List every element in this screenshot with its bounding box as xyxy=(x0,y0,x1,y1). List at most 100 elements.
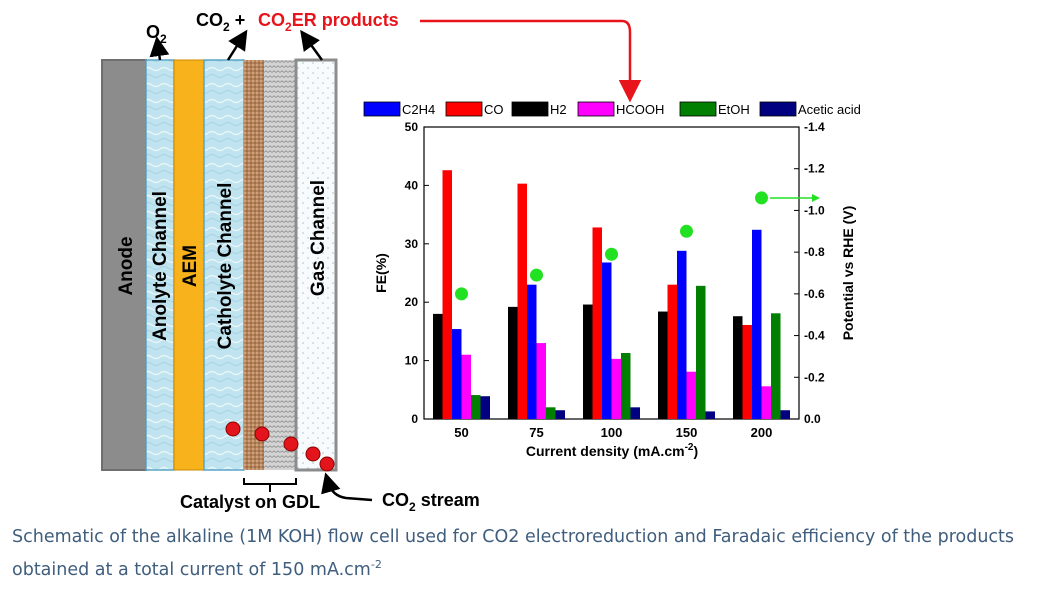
caption-sup: -2 xyxy=(370,558,382,571)
bar-hcooh xyxy=(461,354,471,419)
potential-axis-arrowhead xyxy=(812,194,820,202)
bar-acetic-acid xyxy=(705,411,715,419)
co2-stream-label: CO2 stream xyxy=(382,490,480,514)
gas-channel-label: Gas Channel xyxy=(308,180,329,296)
aem-layer xyxy=(173,59,205,471)
y2-tick-label: -0.6 xyxy=(804,287,825,301)
legend-swatch xyxy=(679,101,717,117)
aem-label: AEM xyxy=(180,245,201,287)
y2-tick-label: -1.2 xyxy=(804,162,825,176)
co2-label: CO2 + xyxy=(196,10,245,34)
bar-c2h4 xyxy=(452,329,462,419)
co2-bubble xyxy=(305,446,321,462)
potential-point xyxy=(455,287,468,301)
bar-etoh xyxy=(546,407,556,419)
products-arrow-left xyxy=(300,29,324,61)
y-tick-label: 10 xyxy=(405,354,419,368)
bar-etoh xyxy=(471,395,481,419)
y-tick-label: 30 xyxy=(405,237,419,251)
legend-swatch xyxy=(577,101,615,117)
y2-tick-label: -0.2 xyxy=(804,370,825,384)
bar-hcooh xyxy=(536,343,546,419)
co2-bubble xyxy=(283,436,299,452)
flow-cell-schematic: Anode Anolyte Channel AEM Catholyte Chan… xyxy=(101,10,642,514)
y-tick-label: 40 xyxy=(405,178,419,192)
bar-c2h4 xyxy=(752,229,762,419)
fe-bar-chart: 0 10 20 30 40 50 0.0 -0.2 -0.4 -0.6 -0.8 -1.0 -1.2 -… xyxy=(363,101,861,459)
bar-co xyxy=(442,170,452,419)
y-tick-label: 20 xyxy=(405,295,419,309)
bar-etoh xyxy=(771,313,781,419)
legend-swatch xyxy=(511,101,549,117)
bar-c2h4 xyxy=(527,284,537,419)
y2-tick-label: -0.4 xyxy=(804,329,825,343)
co2-stream-arrow xyxy=(321,472,373,502)
anode-label: Anode xyxy=(116,236,137,295)
o2-label: O2 xyxy=(146,22,167,46)
figure-canvas: Anode Anolyte Channel AEM Catholyte Chan… xyxy=(101,10,861,514)
bar-h2 xyxy=(583,304,593,419)
co2-bubble xyxy=(254,426,270,442)
y-tick-label: 50 xyxy=(405,120,419,134)
bar-c2h4 xyxy=(677,250,687,419)
bar-co xyxy=(592,227,602,419)
bar-h2 xyxy=(508,306,518,419)
products-arrow-red xyxy=(420,19,642,103)
o2-arrow xyxy=(149,36,170,61)
legend-label: CO xyxy=(484,102,504,117)
bar-co xyxy=(517,183,527,419)
bar-hcooh xyxy=(611,358,621,419)
co2-bubble xyxy=(225,421,241,437)
bar-etoh xyxy=(621,353,631,419)
potential-point xyxy=(605,247,618,261)
bar-acetic-acid xyxy=(555,410,565,419)
bar-h2 xyxy=(733,316,743,419)
legend-label: HCOOH xyxy=(616,102,664,117)
gdl-layer xyxy=(264,60,296,470)
bar-c2h4 xyxy=(602,262,612,419)
bar-acetic-acid xyxy=(480,396,490,419)
gas-channel-layer xyxy=(294,58,338,472)
catalyst-label: Catalyst on GDL xyxy=(180,492,320,512)
bar-acetic-acid xyxy=(780,410,790,419)
legend-swatch xyxy=(363,101,401,117)
anolyte-channel-label: Anolyte Channel xyxy=(150,191,171,341)
caption-text: Schematic of the alkaline (1M KOH) flow … xyxy=(12,527,1015,580)
legend-swatch xyxy=(759,101,797,117)
potential-point xyxy=(755,191,768,205)
co2-arrow xyxy=(226,29,248,61)
x-tick-label: 100 xyxy=(601,425,623,440)
catholyte-channel-label: Catholyte Channel xyxy=(215,183,236,350)
catalyst-layer xyxy=(244,60,264,470)
bar-h2 xyxy=(658,311,668,419)
y2-tick-label: -0.8 xyxy=(804,245,825,259)
anolyte-channel-layer xyxy=(145,59,175,471)
y2-tick-label: 0.0 xyxy=(804,412,821,426)
figure-caption: Schematic of the alkaline (1M KOH) flow … xyxy=(12,524,1032,584)
products-label: CO2ER products xyxy=(258,10,399,34)
y-axis-label: FE(%) xyxy=(373,253,389,293)
y2-tick-label: -1.0 xyxy=(804,203,825,217)
x-tick-label: 50 xyxy=(454,425,468,440)
legend-label: EtOH xyxy=(718,102,750,117)
catalyst-bracket xyxy=(243,478,297,492)
legend-label: Acetic acid xyxy=(798,102,861,117)
legend-label: H2 xyxy=(550,102,567,117)
x-tick-label: 150 xyxy=(676,425,698,440)
bar-etoh xyxy=(696,285,706,419)
legend-swatch xyxy=(445,101,483,117)
bar-hcooh xyxy=(761,386,771,419)
potential-point xyxy=(530,268,543,282)
x-tick-label: 200 xyxy=(751,425,773,440)
legend-label: C2H4 xyxy=(402,102,435,117)
y-tick-label: 0 xyxy=(411,412,418,426)
bar-acetic-acid xyxy=(630,407,640,419)
bar-co xyxy=(667,284,677,419)
bar-h2 xyxy=(433,313,443,419)
x-axis-label: Current density (mA.cm-2) xyxy=(526,442,698,459)
co2-bubble xyxy=(319,456,335,472)
y2-axis-label: Potential vs RHE (V) xyxy=(840,206,856,341)
anode-layer xyxy=(101,59,147,471)
bar-co xyxy=(742,324,752,419)
potential-point xyxy=(680,224,693,238)
